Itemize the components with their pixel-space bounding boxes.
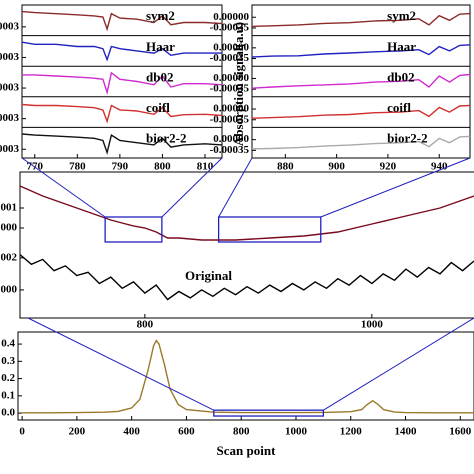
x-tick-label: 600 <box>178 426 195 438</box>
series-label: Haar <box>146 39 175 54</box>
y-tick-label: -0.0003 <box>0 112 19 124</box>
x-tick-label: 200 <box>69 426 86 438</box>
zoom-connector <box>161 157 223 218</box>
series-line <box>251 12 471 28</box>
series-line <box>19 254 474 301</box>
zoom-connector <box>27 317 215 411</box>
x-tick-label: 790 <box>112 161 129 173</box>
series-line <box>21 133 223 155</box>
series-line <box>22 339 474 414</box>
x-tick-label: 770 <box>27 161 44 173</box>
y-tick-label: 0.1 <box>1 389 15 401</box>
y-tick-label: 0.002 <box>0 251 18 263</box>
series-line <box>251 73 471 89</box>
x-tick-label: 800 <box>233 426 250 438</box>
series-label: sym2 <box>387 8 416 23</box>
y-tick-label: 0.00000 <box>213 133 249 145</box>
series-label: db02 <box>146 69 173 84</box>
series-label: coifl <box>146 100 170 115</box>
series-line <box>21 41 222 62</box>
y-tick-label: -0.00035 <box>210 83 250 95</box>
series-label: Haar <box>387 39 416 54</box>
x-tick-label: 1000 <box>361 319 384 331</box>
annotation: Original <box>185 268 232 283</box>
series-line <box>21 103 223 124</box>
y-tick-label: 0.00000 <box>213 103 249 115</box>
zoom-box <box>104 216 163 243</box>
x-tick-label: 810 <box>197 161 214 173</box>
x-tick-label: 900 <box>328 161 345 173</box>
x-axis-label: Scan point <box>217 443 277 458</box>
plot-frame <box>21 4 223 159</box>
x-tick-label: 1000 <box>285 426 308 438</box>
zoom-connector <box>21 157 106 218</box>
y-tick-label: 0.2 <box>1 372 15 384</box>
series-line <box>22 71 223 96</box>
series-line <box>251 135 471 150</box>
series-label: bior2-2 <box>387 131 427 146</box>
x-tick-label: 940 <box>431 161 448 173</box>
x-tick-label: 800 <box>137 319 154 331</box>
y-axis-label: Absorption signal(a.u) <box>231 22 246 146</box>
y-tick-label: -0.0003 <box>0 143 19 155</box>
series-line <box>251 44 471 58</box>
x-tick-label: 0 <box>19 426 25 438</box>
series-line <box>251 104 471 119</box>
y-tick-label: 0.4 <box>1 338 15 350</box>
series-line <box>21 10 223 32</box>
zoom-box <box>213 409 325 417</box>
y-tick-label: -0.0003 <box>0 82 19 94</box>
y-tick-label: 0.000 <box>0 222 18 234</box>
y-tick-label: -0.0003 <box>0 51 19 63</box>
zoom-box <box>217 216 322 243</box>
zoom-connector <box>218 157 253 218</box>
y-tick-label: 0.00000 <box>213 11 249 23</box>
plot-frame <box>251 4 471 159</box>
x-tick-label: 800 <box>154 161 171 173</box>
series-label: db02 <box>387 69 414 84</box>
zoom-connector <box>320 157 471 218</box>
plot-frame <box>17 331 474 421</box>
y-tick-label: -0.00035 <box>210 144 250 156</box>
y-tick-label: 0.00000 <box>213 41 249 53</box>
y-tick-label: -0.0003 <box>0 20 19 32</box>
y-tick-label: 0.00000 <box>213 72 249 84</box>
x-tick-label: 1200 <box>340 426 363 438</box>
x-tick-label: 1400 <box>395 426 418 438</box>
x-tick-label: 400 <box>123 426 140 438</box>
y-tick-label: 0.3 <box>1 355 15 367</box>
zoom-connector <box>323 317 474 411</box>
y-tick-label: -0.00035 <box>210 21 250 33</box>
series-line <box>19 185 474 241</box>
middle-frame <box>19 171 474 319</box>
y-tick-label: 0.001 <box>0 202 17 214</box>
x-tick-label: 880 <box>277 161 294 173</box>
y-tick-label: 0.000 <box>0 283 18 295</box>
x-tick-label: 920 <box>380 161 397 173</box>
y-tick-label: -0.00035 <box>210 113 250 125</box>
y-tick-label: -0.00035 <box>210 52 250 64</box>
series-label: sym2 <box>146 8 175 23</box>
x-tick-label: 1600 <box>449 426 472 438</box>
series-label: bior2-2 <box>146 131 186 146</box>
y-tick-label: 0.0 <box>1 407 15 419</box>
x-tick-label: 780 <box>69 161 86 173</box>
series-label: coifl <box>387 100 411 115</box>
